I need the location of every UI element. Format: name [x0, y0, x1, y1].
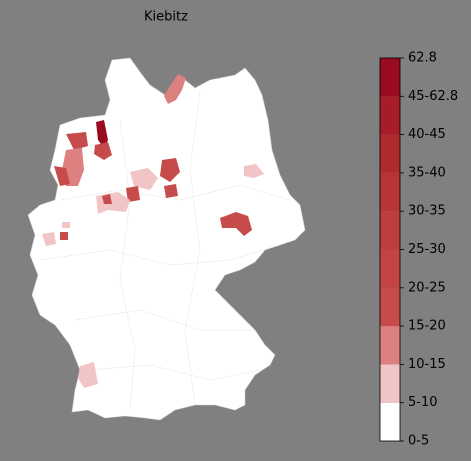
- colorbar-label: 25-30: [408, 242, 446, 257]
- colorbar-segment: [380, 58, 400, 97]
- colorbar: 0-5 5-10 10-15 15-20 20-25 25-30 30-35 35-40 40-…: [379, 51, 458, 449]
- colorbar-label: 15-20: [408, 319, 446, 334]
- colorbar-label: 30-35: [408, 204, 446, 219]
- colorbar-segment: [380, 211, 400, 250]
- map-title: Kiebitz: [144, 10, 188, 25]
- colorbar-segment: [380, 402, 400, 441]
- colorbar-label: 62.8: [408, 51, 437, 66]
- colorbar-segment: [380, 326, 400, 365]
- colorbar-segment: [380, 364, 400, 403]
- colorbar-label: 45-62.8: [408, 89, 458, 104]
- map: [27, 57, 306, 421]
- colorbar-label: 5-10: [408, 395, 438, 410]
- colorbar-label: 40-45: [408, 127, 446, 142]
- district-borders: [39, 89, 291, 411]
- colorbar-segment: [380, 287, 400, 327]
- colorbar-label: 35-40: [408, 165, 446, 180]
- colorbar-label: 10-15: [408, 357, 446, 372]
- colorbar-segment: [380, 249, 400, 288]
- colorbar-label: 20-25: [408, 280, 446, 295]
- colored-districts: [42, 74, 264, 388]
- colorbar-segment: [380, 96, 400, 135]
- colorbar-label: 0-5: [408, 434, 429, 449]
- colorbar-segment: [380, 172, 400, 212]
- colorbar-segment: [380, 134, 400, 173]
